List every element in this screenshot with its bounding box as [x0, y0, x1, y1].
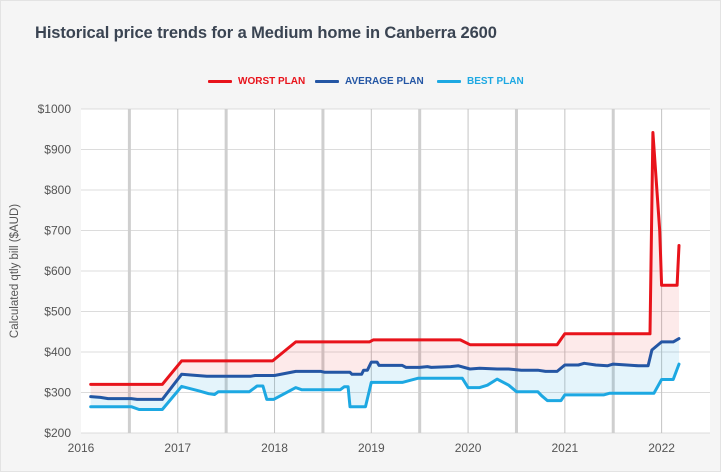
- y-tick-label: $1000: [38, 102, 72, 116]
- best-plan-line: [89, 362, 681, 411]
- average-plan-line: [89, 337, 681, 401]
- worst-average-band: [90, 132, 680, 400]
- worst-plan-line: [89, 131, 681, 386]
- legend-label: AVERAGE PLAN: [345, 76, 424, 87]
- y-tick-label: $300: [44, 386, 71, 400]
- y-tick-label: $700: [44, 224, 71, 238]
- chart-title: Historical price trends for a Medium hom…: [35, 24, 497, 42]
- x-tick-label: 2016: [68, 441, 95, 455]
- x-tick-label: 2019: [358, 441, 385, 455]
- x-tick-label: 2022: [648, 441, 675, 455]
- y-tick-label: $600: [44, 264, 71, 278]
- x-tick-label: 2020: [455, 441, 482, 455]
- x-tick-label: 2021: [551, 441, 578, 455]
- legend-label: WORST PLAN: [238, 76, 306, 87]
- y-tick-label: $400: [44, 345, 71, 359]
- legend-label: BEST PLAN: [467, 76, 524, 87]
- x-tick-label: 2018: [261, 441, 288, 455]
- y-tick-label: $500: [44, 305, 71, 319]
- y-tick-label: $900: [44, 143, 71, 157]
- y-tick-label: $800: [44, 183, 71, 197]
- chart-legend: WORST PLAN AVERAGE PLAN BEST PLAN: [1, 75, 721, 89]
- y-axis-label: Calculated qtly bill ($AUD): [9, 204, 21, 338]
- legend-swatch: [437, 80, 461, 83]
- average-best-band: [90, 338, 680, 410]
- legend-swatch: [208, 80, 232, 83]
- legend-swatch: [315, 80, 339, 83]
- x-tick-label: 2017: [164, 441, 191, 455]
- y-tick-label: $200: [44, 426, 71, 440]
